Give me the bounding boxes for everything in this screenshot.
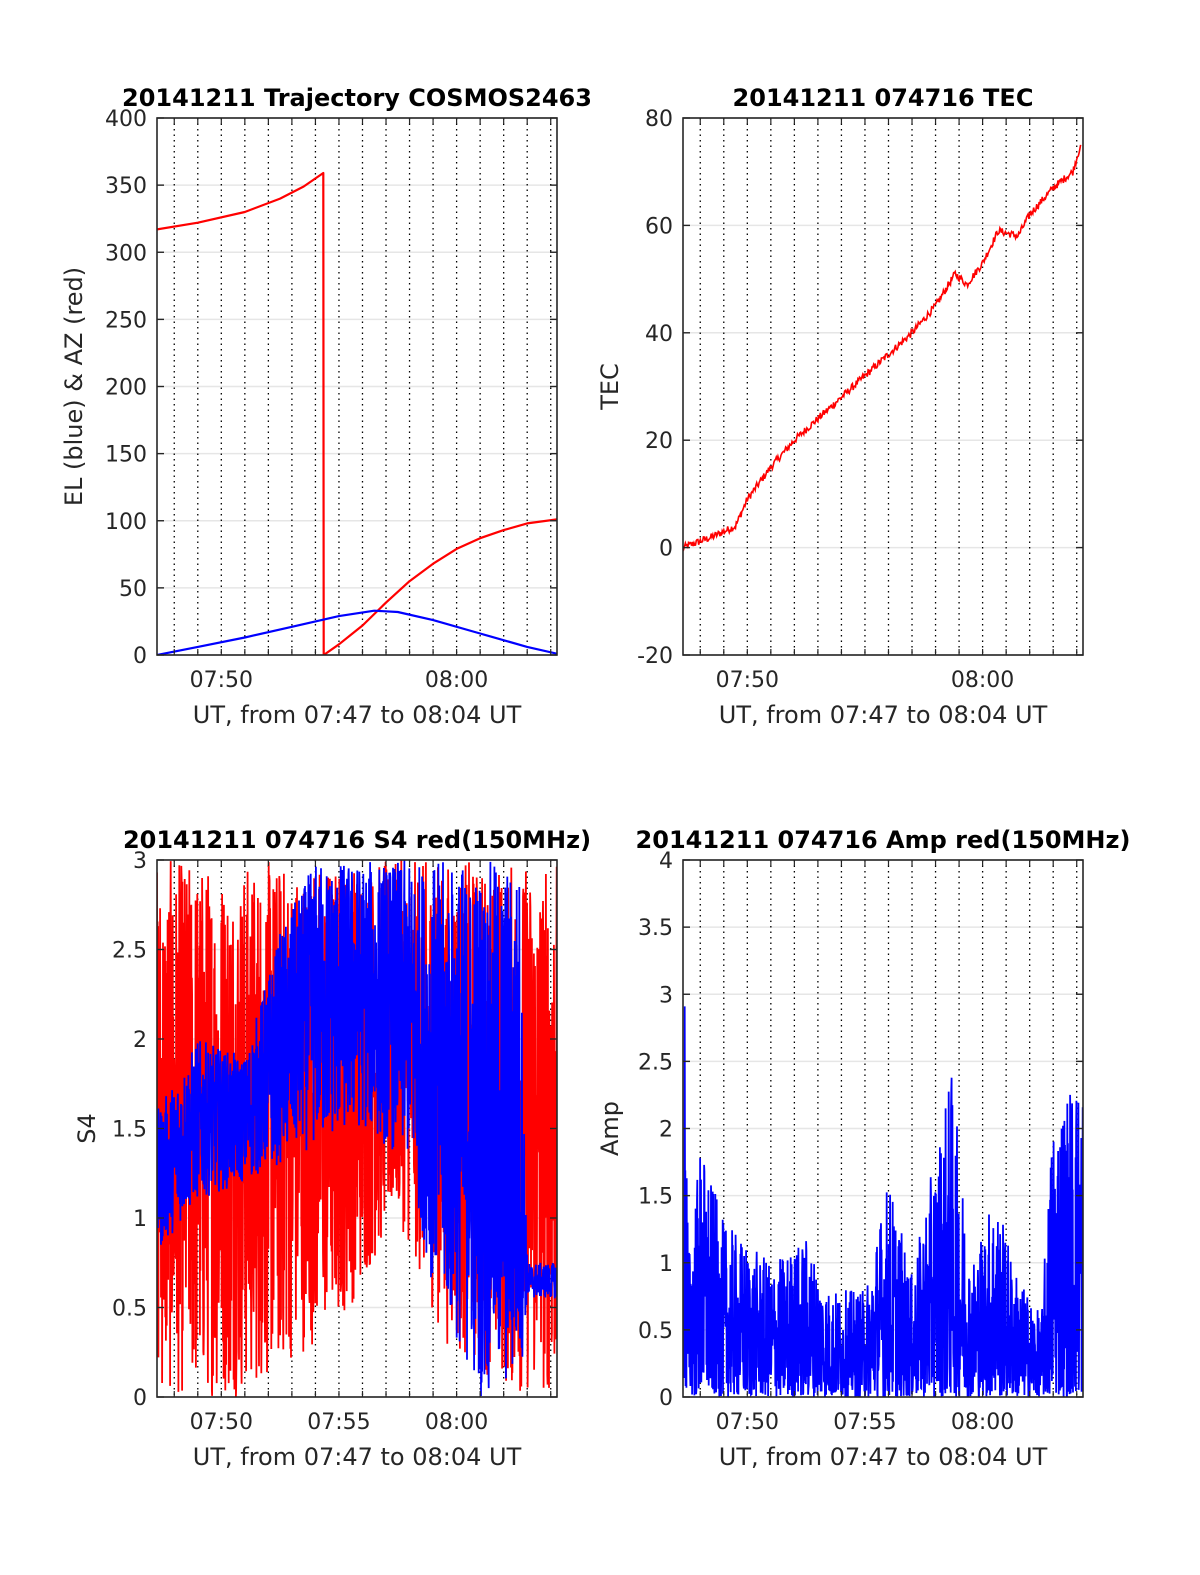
y-tick-label: 0	[133, 644, 147, 669]
chart-amp: 0 0.5 1 1.5 2 2.5 3 3.5 4 07:50 07:55 08:00 20141211…	[596, 826, 1130, 1471]
x-tick-label: 07:50	[190, 1410, 253, 1435]
y-tick-label: 1.5	[638, 1185, 673, 1210]
y-tick-label: 2	[133, 1028, 147, 1053]
chart-title: 20141211 074716 TEC	[733, 84, 1034, 112]
y-tick-label: 4	[659, 849, 673, 874]
y-axis-label: EL (blue) & AZ (red)	[60, 267, 88, 506]
y-tick-label: 0.5	[638, 1319, 673, 1344]
x-axis-label: UT, from 07:47 to 08:04 UT	[193, 1443, 522, 1471]
y-tick-label: 300	[105, 241, 147, 266]
y-tick-label: 3	[659, 983, 673, 1008]
series-group	[157, 171, 557, 655]
series-line-red	[157, 171, 557, 655]
y-tick-label: 40	[645, 322, 673, 347]
y-tick-label: 1	[133, 1207, 147, 1232]
y-axis-label: TEC	[596, 363, 624, 411]
chart-title: 20141211 074716 Amp red(150MHz)	[636, 826, 1131, 854]
chart-title: 20141211 074716 S4 red(150MHz)	[123, 826, 591, 854]
chart-tec: -20 0 20 40 60 80 07:50 08:00 20141211 074716 TE…	[596, 84, 1084, 729]
x-tick-label: 08:00	[425, 668, 488, 693]
x-tick-label: 07:50	[190, 668, 253, 693]
x-tick-label: 08:00	[951, 668, 1014, 693]
y-tick-label: 1.5	[112, 1118, 147, 1143]
y-tick-label: 60	[645, 214, 673, 239]
x-axis-label: UT, from 07:47 to 08:04 UT	[719, 1443, 1048, 1471]
y-tick-label: 2.5	[638, 1050, 673, 1075]
x-tick-label: 08:00	[951, 1410, 1014, 1435]
x-tick-label: 07:55	[307, 1410, 370, 1435]
series-line-blue	[157, 860, 557, 1397]
y-tick-label: 100	[105, 510, 147, 535]
y-tick-label: 2	[659, 1118, 673, 1143]
x-axis-label: UT, from 07:47 to 08:04 UT	[719, 701, 1048, 729]
series-line-blue	[157, 609, 557, 655]
y-tick-label: 350	[105, 174, 147, 199]
y-tick-label: 20	[645, 429, 673, 454]
x-tick-label: 08:00	[425, 1410, 488, 1435]
y-tick-label: 0	[659, 1386, 673, 1411]
y-tick-label: 3.5	[638, 916, 673, 941]
y-tick-label: 400	[105, 107, 147, 132]
y-tick-label: 150	[105, 443, 147, 468]
axes-box	[682, 117, 1084, 656]
series-group	[157, 860, 557, 1397]
y-tick-label: 0.5	[112, 1297, 147, 1322]
x-tick-label: 07:55	[833, 1410, 896, 1435]
chart-trajectory: 0 50 100 150 200 250 300 350 400 07:50 08:00 201412…	[60, 84, 592, 729]
y-axis-label: Amp	[596, 1101, 624, 1156]
y-axis-label: S4	[73, 1113, 101, 1144]
y-tick-label: 50	[119, 577, 147, 602]
x-tick-label: 07:50	[716, 668, 779, 693]
y-tick-label: 2.5	[112, 939, 147, 964]
y-tick-label: 1	[659, 1252, 673, 1277]
series-line-blue	[683, 1006, 1083, 1397]
x-axis-label: UT, from 07:47 to 08:04 UT	[193, 701, 522, 729]
y-tick-label: 0	[659, 537, 673, 562]
y-tick-label: 250	[105, 308, 147, 333]
series-group	[683, 144, 1082, 552]
series-group	[683, 1006, 1083, 1397]
chart-title: 20141211 Trajectory COSMOS2463	[122, 84, 592, 112]
y-tick-label: -20	[637, 644, 673, 669]
chart-s4: 0 0.5 1 1.5 2 2.5 3 07:50 07:55 08:00 20141211 074…	[73, 826, 591, 1471]
y-tick-label: 3	[133, 849, 147, 874]
series-line-red	[683, 144, 1082, 552]
x-tick-label: 07:50	[716, 1410, 779, 1435]
y-tick-label: 80	[645, 107, 673, 132]
y-tick-label: 200	[105, 376, 147, 401]
y-tick-label: 0	[133, 1386, 147, 1411]
